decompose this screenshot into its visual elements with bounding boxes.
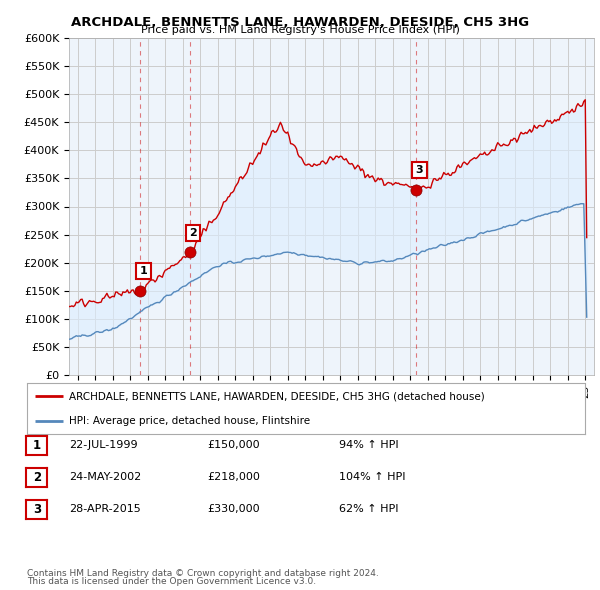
Text: 3: 3 xyxy=(33,503,41,516)
Text: £218,000: £218,000 xyxy=(207,472,260,481)
Text: Price paid vs. HM Land Registry's House Price Index (HPI): Price paid vs. HM Land Registry's House … xyxy=(140,25,460,35)
Text: 1: 1 xyxy=(139,266,147,276)
Text: 2: 2 xyxy=(33,471,41,484)
Text: 22-JUL-1999: 22-JUL-1999 xyxy=(69,440,137,450)
Text: 24-MAY-2002: 24-MAY-2002 xyxy=(69,472,141,481)
Text: 3: 3 xyxy=(416,165,424,175)
Text: 2: 2 xyxy=(189,228,197,238)
Text: 1: 1 xyxy=(33,439,41,452)
Text: £330,000: £330,000 xyxy=(207,504,260,513)
Text: ARCHDALE, BENNETTS LANE, HAWARDEN, DEESIDE, CH5 3HG: ARCHDALE, BENNETTS LANE, HAWARDEN, DEESI… xyxy=(71,16,529,29)
Text: £150,000: £150,000 xyxy=(207,440,260,450)
Text: This data is licensed under the Open Government Licence v3.0.: This data is licensed under the Open Gov… xyxy=(27,577,316,586)
Text: ARCHDALE, BENNETTS LANE, HAWARDEN, DEESIDE, CH5 3HG (detached house): ARCHDALE, BENNETTS LANE, HAWARDEN, DEESI… xyxy=(69,391,485,401)
Text: 104% ↑ HPI: 104% ↑ HPI xyxy=(339,472,406,481)
Text: Contains HM Land Registry data © Crown copyright and database right 2024.: Contains HM Land Registry data © Crown c… xyxy=(27,569,379,578)
Text: 28-APR-2015: 28-APR-2015 xyxy=(69,504,141,513)
Text: 94% ↑ HPI: 94% ↑ HPI xyxy=(339,440,398,450)
Text: HPI: Average price, detached house, Flintshire: HPI: Average price, detached house, Flin… xyxy=(69,416,310,426)
Text: 62% ↑ HPI: 62% ↑ HPI xyxy=(339,504,398,513)
